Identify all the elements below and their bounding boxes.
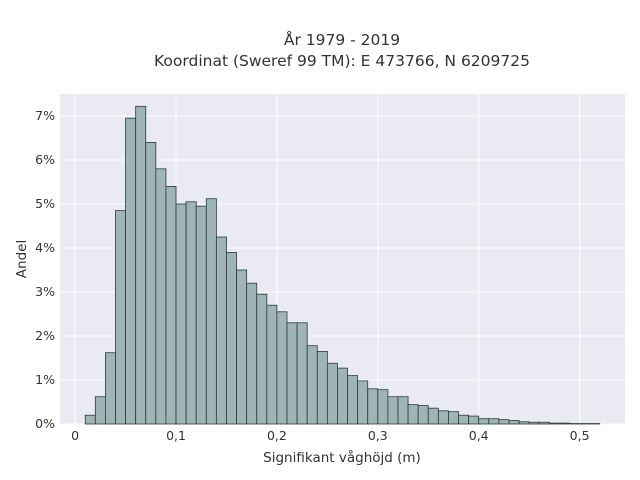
histogram-bar xyxy=(508,420,520,425)
histogram-bar xyxy=(185,201,197,425)
x-tick-label: 0 xyxy=(71,428,79,443)
y-axis-label: Andel xyxy=(14,240,30,278)
histogram-bar xyxy=(437,410,449,425)
histogram-bar xyxy=(559,422,570,425)
histogram-bar xyxy=(397,396,409,425)
histogram-bar xyxy=(518,421,530,425)
y-tick-label: 6% xyxy=(35,152,55,167)
histogram-bar xyxy=(528,421,540,425)
histogram-bar xyxy=(407,404,419,425)
x-tick-label: 0,2 xyxy=(267,428,287,443)
histogram-bar xyxy=(458,414,470,425)
histogram-bar xyxy=(205,198,217,425)
histogram-bar xyxy=(276,311,288,425)
y-tick-label: 7% xyxy=(35,108,55,123)
histogram-bar xyxy=(296,322,308,425)
x-tick-label: 0,1 xyxy=(166,428,186,443)
histogram-bar xyxy=(538,421,550,425)
histogram-bar xyxy=(548,422,560,425)
histogram-bar xyxy=(316,350,328,425)
chart-title-line2: Koordinat (Sweref 99 TM): E 473766, N 62… xyxy=(154,52,530,70)
y-tick-label: 0% xyxy=(35,416,55,431)
histogram-bar xyxy=(94,396,106,425)
histogram-bars xyxy=(84,105,601,425)
histogram-bar xyxy=(488,418,500,425)
histogram-bar xyxy=(236,269,248,425)
histogram-bar xyxy=(347,375,359,425)
histogram-bar xyxy=(215,236,227,425)
histogram-bar xyxy=(195,205,207,425)
histogram-bar xyxy=(226,251,237,425)
x-axis-label: Signifikant våghöjd (m) xyxy=(263,449,421,466)
histogram-bar xyxy=(337,367,348,425)
histogram-bar xyxy=(367,388,379,425)
histogram-bar xyxy=(256,293,268,425)
histogram-bar xyxy=(417,405,429,425)
x-tick-label: 0,5 xyxy=(570,428,590,443)
histogram-bar xyxy=(357,380,369,425)
histogram-bar xyxy=(377,389,389,425)
histogram-bar xyxy=(326,362,338,425)
histogram-bar xyxy=(306,345,318,425)
x-tick-label: 0,4 xyxy=(469,428,489,443)
histogram-bar xyxy=(135,105,147,425)
histogram-bar xyxy=(286,322,298,425)
histogram-bar xyxy=(165,185,177,425)
histogram-bar xyxy=(498,419,510,425)
chart-title-line1: År 1979 - 2019 xyxy=(284,30,400,49)
histogram-bar xyxy=(155,168,167,425)
histogram-bar xyxy=(387,396,399,425)
x-tick-label: 0,3 xyxy=(368,428,388,443)
histogram-bar xyxy=(84,414,96,425)
histogram-bar xyxy=(115,210,126,425)
histogram-bar xyxy=(175,203,187,425)
histogram-bar xyxy=(266,304,278,425)
y-tick-label: 1% xyxy=(35,372,55,387)
histogram-bar xyxy=(125,117,137,425)
y-tick-label: 2% xyxy=(35,328,55,343)
histogram-bar xyxy=(468,415,480,425)
histogram-bar xyxy=(246,282,258,425)
y-tick-label: 5% xyxy=(35,196,55,211)
y-tick-label: 3% xyxy=(35,284,55,299)
y-tick-label: 4% xyxy=(35,240,55,255)
x-tick-labels: 0 0,1 0,2 0,3 0,4 0,5 xyxy=(71,428,589,443)
histogram-bar xyxy=(105,352,116,425)
y-tick-labels: 0% 1% 2% 3% 4% 5% 6% 7% xyxy=(35,108,55,431)
histogram-bar xyxy=(478,418,490,425)
histogram-bar xyxy=(427,407,439,425)
histogram-bar xyxy=(145,141,157,425)
histogram-bar xyxy=(448,411,459,425)
